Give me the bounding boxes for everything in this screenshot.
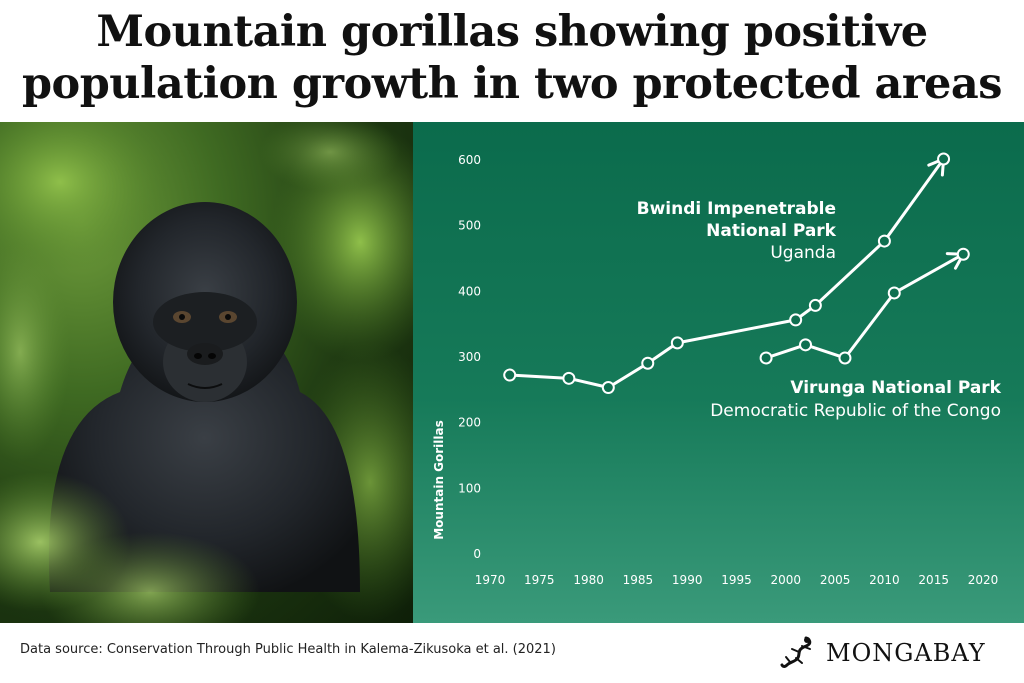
x-tick-label: 1990: [672, 573, 703, 587]
gorilla-photo: [0, 122, 413, 623]
x-tick-label: 1985: [623, 573, 654, 587]
virunga-series-line: [765, 252, 965, 360]
title-line-2: population growth in two protected areas: [21, 59, 1003, 109]
data-source-note: Data source: Conservation Through Public…: [20, 642, 556, 657]
virunga-label: Virunga National Park Democratic Republi…: [710, 378, 1001, 421]
bwindi-data-point: [877, 234, 891, 248]
bwindi-data-point: [562, 371, 576, 385]
y-tick-label: 0: [473, 547, 481, 561]
series-lines: [509, 157, 965, 390]
virunga-country: Democratic Republic of the Congo: [710, 401, 1001, 421]
brand-logo: MONGABAY: [780, 633, 986, 673]
y-axis-ticks: 0 100 200 300 400 500 600: [458, 153, 481, 561]
virunga-data-point: [956, 247, 970, 261]
virunga-data-point: [887, 286, 901, 300]
gecko-icon: [780, 636, 812, 668]
series-points: [503, 152, 970, 395]
x-tick-label: 2020: [968, 573, 999, 587]
x-tick-label: 1995: [721, 573, 752, 587]
bwindi-data-point: [670, 336, 684, 350]
gorilla-illustration: [0, 122, 413, 623]
virunga-data-point: [759, 351, 773, 365]
bwindi-data-point: [503, 368, 517, 382]
x-tick-label: 1970: [475, 573, 506, 587]
y-tick-label: 300: [458, 350, 481, 364]
x-axis-ticks: 1970 1975 1980 1985 1990 1995 2000 2005 2010 2015…: [475, 573, 999, 587]
y-tick-label: 100: [458, 481, 481, 495]
bwindi-data-point: [641, 356, 655, 370]
virunga-data-point: [838, 351, 852, 365]
virunga-label-line-1: Virunga National Park: [790, 378, 1001, 398]
bwindi-label-line-1: Bwindi Impenetrable: [637, 199, 836, 219]
x-tick-label: 2005: [820, 573, 851, 587]
x-tick-label: 1975: [524, 573, 555, 587]
line-chart: 0 100 200 300 400 500 600 1970 1975 1980 1985 1990…: [432, 152, 1002, 587]
brand-name: MONGABAY: [826, 639, 986, 667]
x-tick-label: 1980: [573, 573, 604, 587]
bwindi-label-line-2: National Park: [706, 221, 837, 241]
page-title: Mountain gorillas showing positive popul…: [0, 6, 1024, 110]
bwindi-country: Uganda: [770, 243, 836, 263]
title-line-1: Mountain gorillas showing positive: [96, 7, 928, 57]
x-tick-label: 2000: [771, 573, 802, 587]
y-tick-label: 200: [458, 416, 481, 430]
bwindi-data-point: [789, 313, 803, 327]
virunga-data-point: [799, 338, 813, 352]
y-tick-label: 600: [458, 153, 481, 167]
x-tick-label: 2015: [918, 573, 949, 587]
bwindi-series-line: [509, 158, 945, 390]
x-tick-label: 2010: [869, 573, 900, 587]
bwindi-label: Bwindi Impenetrable National Park Uganda: [637, 199, 837, 263]
y-axis-label: Mountain Gorillas: [432, 420, 446, 540]
y-tick-label: 500: [458, 219, 481, 233]
y-tick-label: 400: [458, 284, 481, 298]
bwindi-data-point: [601, 381, 615, 395]
bwindi-data-point: [808, 298, 822, 312]
chart-panel: 0 100 200 300 400 500 600 1970 1975 1980 1985 1990…: [413, 122, 1024, 623]
bwindi-data-point: [937, 152, 951, 166]
